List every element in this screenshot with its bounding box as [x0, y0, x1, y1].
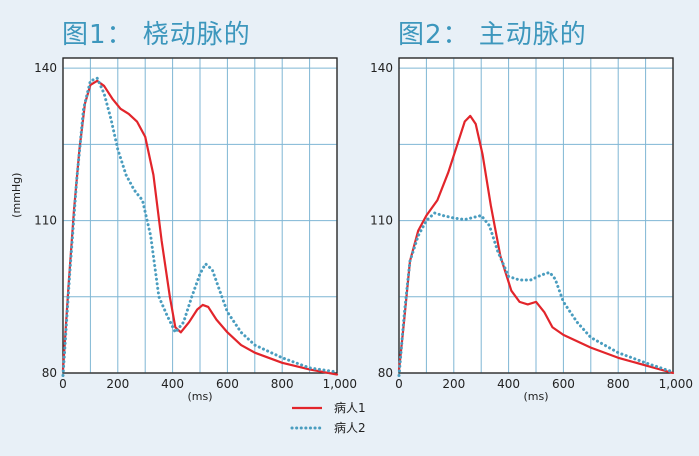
y-axis-label: (mmHg)	[10, 173, 23, 218]
y-tick-label: 110	[34, 214, 57, 228]
x-tick-label: 200	[442, 377, 465, 391]
y-tick-label: 140	[34, 61, 57, 75]
plot-frame	[62, 57, 338, 374]
legend-label-patient1: 病人1	[334, 400, 366, 415]
x-tick-label: 400	[497, 377, 520, 391]
x-tick-label: 800	[271, 377, 294, 391]
series-line-patient1	[397, 114, 675, 375]
x-tick-label: 800	[607, 377, 630, 391]
x-axis-label: (ms)	[523, 390, 548, 403]
x-tick-label: 400	[161, 377, 184, 391]
chart-title-radial: 图1： 桡动脉的	[62, 20, 251, 50]
plot-frame	[398, 57, 674, 374]
chart-title-aortic: 图2： 主动脉的	[398, 20, 587, 50]
x-tick-label: 1,000	[659, 377, 693, 391]
series-line-patient2	[397, 211, 675, 378]
y-tick-label: 140	[370, 61, 393, 75]
series-line-patient2	[61, 76, 339, 378]
y-tick-label: 110	[370, 214, 393, 228]
legend-label-patient2: 病人2	[334, 420, 366, 435]
x-tick-label: 600	[552, 377, 575, 391]
y-tick-label: 80	[378, 366, 393, 380]
x-tick-label: 0	[395, 377, 403, 391]
legend: 病人1 病人2	[290, 400, 366, 435]
x-tick-label: 600	[216, 377, 239, 391]
x-tick-label: 1,000	[323, 377, 357, 391]
y-tick-label: 80	[42, 366, 57, 380]
x-tick-label: 0	[59, 377, 67, 391]
x-tick-label: 200	[106, 377, 129, 391]
chart-panel-aortic: 140 110 800 200 400 600 800 1,000 (ms)	[370, 57, 693, 403]
x-axis-label: (ms)	[187, 390, 212, 403]
chart-panel-radial: 140 110 800 200 400 600 800 1,000 (ms) (mmHg)	[10, 57, 357, 403]
